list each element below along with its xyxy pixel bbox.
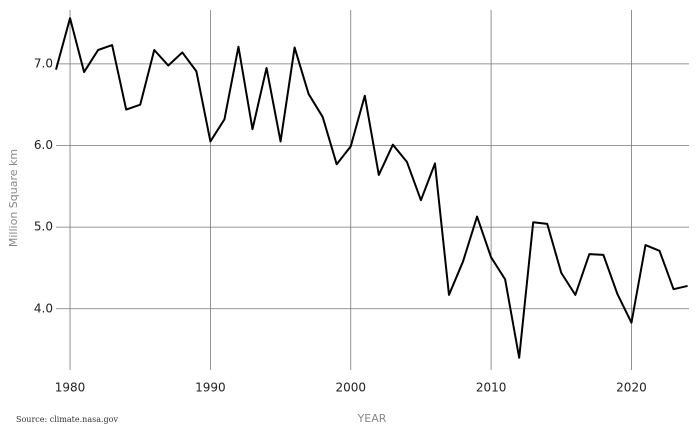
x-tick-label: 2000 [335, 381, 366, 395]
source-note: Source: climate.nasa.gov [16, 415, 118, 424]
y-tick-label: 7.0 [34, 56, 53, 70]
y-axis-label: Million Square km [7, 149, 20, 247]
y-tick-label: 5.0 [34, 220, 53, 234]
x-tick-label: 2020 [616, 381, 647, 395]
x-tick-label: 2010 [476, 381, 507, 395]
x-axis-label: YEAR [357, 412, 387, 425]
x-tick-label: 1980 [55, 381, 86, 395]
x-tick-label: 1990 [195, 381, 226, 395]
data-line [55, 17, 688, 359]
y-tick-label: 4.0 [34, 301, 53, 315]
y-tick-label: 6.0 [34, 138, 53, 152]
